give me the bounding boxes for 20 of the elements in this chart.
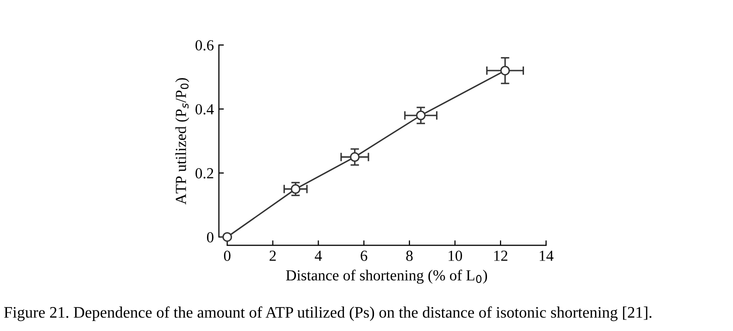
point <box>222 232 232 242</box>
point <box>290 184 300 194</box>
y-tick-label: 0.4 <box>196 104 214 115</box>
x-tick-label: 4 <box>314 250 322 261</box>
x-tick-label: 12 <box>494 250 508 261</box>
x-tick-label: 0 <box>224 250 230 261</box>
y-tick-label: 0 <box>206 232 214 242</box>
y-tick-label: 0.2 <box>196 168 214 179</box>
point <box>500 66 510 76</box>
x-tick-label: 2 <box>270 250 276 261</box>
point <box>416 110 426 120</box>
x-tick-label: 14 <box>540 250 554 261</box>
x-axis-title: Distance of shortening (% of L$_{0}$) <box>286 270 488 284</box>
x-tick-label: 8 <box>406 250 413 261</box>
caption: Figure 21. Dependence of the amount of ATP utilized (Ps) on the distance of isotonic shortening [21]. <box>4 306 652 322</box>
x-tick-label: 6 <box>360 250 368 261</box>
y-axis-title: ATP utilized (P$_{s}$/P$_{0}$) <box>175 78 190 204</box>
y-tick-label: 0.6 <box>196 40 214 51</box>
x-tick-label: 10 <box>448 250 462 261</box>
point <box>350 152 360 162</box>
